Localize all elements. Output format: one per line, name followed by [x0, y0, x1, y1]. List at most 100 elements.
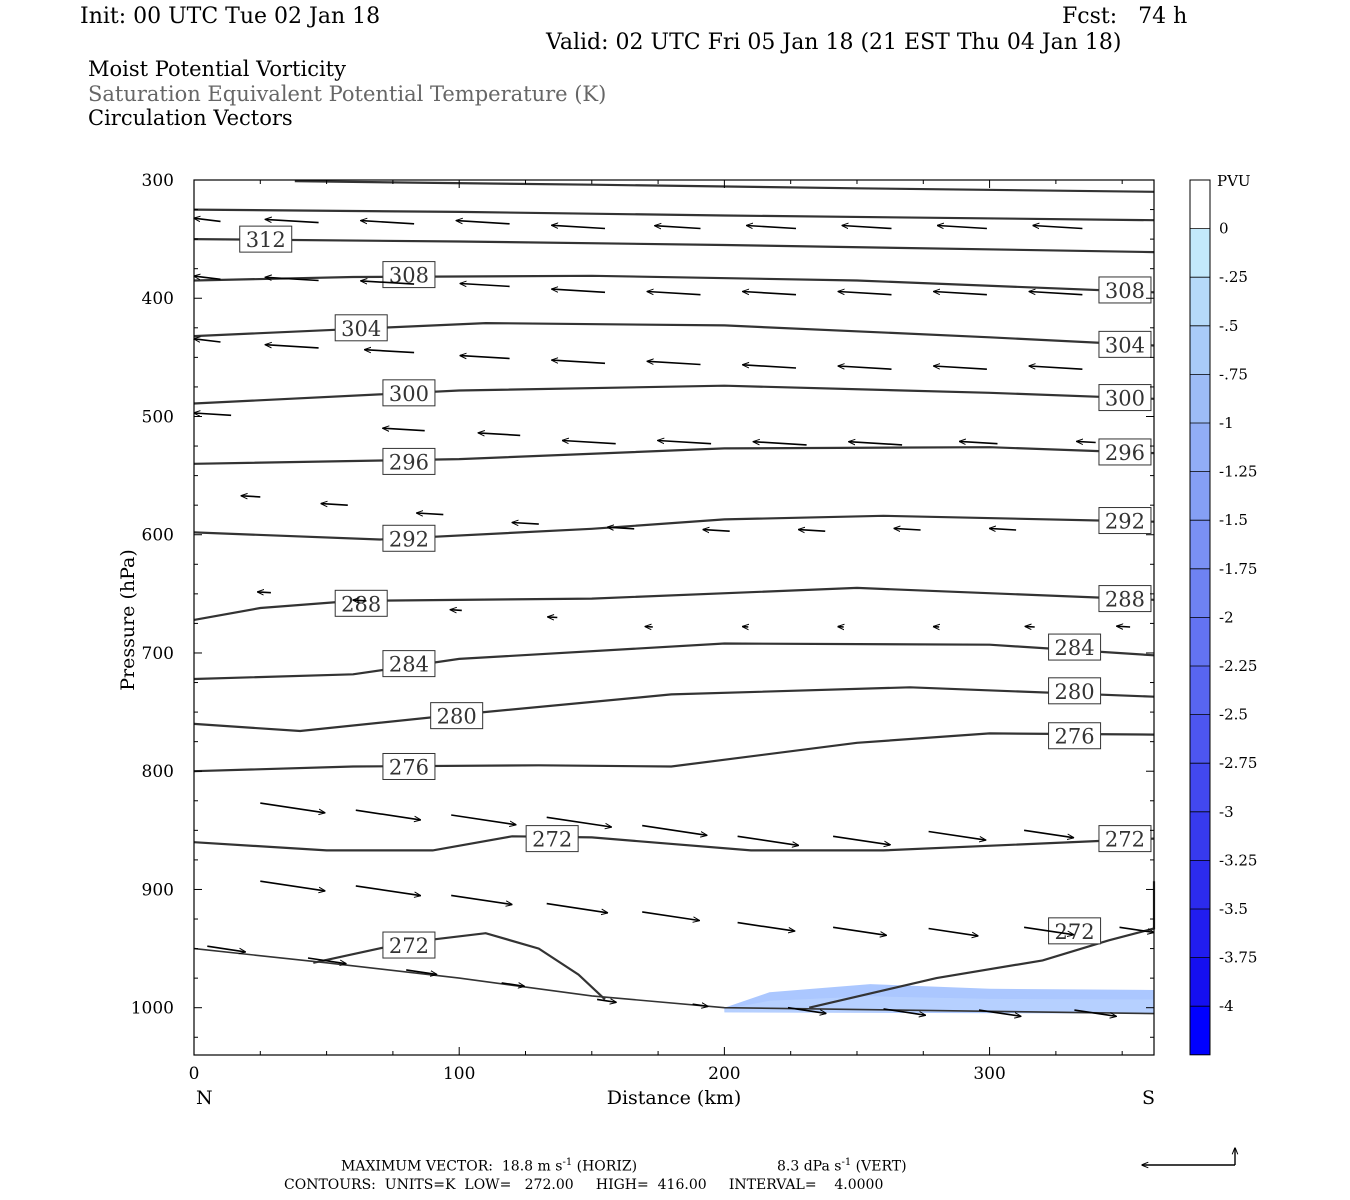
upper-vector-30	[194, 413, 232, 415]
contour-label-box	[1098, 825, 1152, 853]
contour-label-296: 296	[1105, 441, 1145, 465]
upper-vector-26	[743, 365, 797, 369]
field-title-theta-e: Saturation Equivalent Potential Temperat…	[88, 82, 607, 106]
upper-vector-47	[990, 528, 1017, 530]
max-vert-value: 8.3 dPa s	[777, 1158, 842, 1175]
upper-vector-17	[838, 292, 892, 296]
colorbar-swatch	[1190, 1006, 1210, 1055]
lower-vector-12	[546, 902, 608, 913]
lower-vector-14	[737, 921, 795, 932]
lower-vector-11	[451, 894, 512, 904]
colorbar-level-label: -1.75	[1219, 560, 1257, 578]
upper-vector-48	[258, 592, 271, 593]
upper-vector-8	[938, 226, 987, 230]
horiz-unit-exponent: -1	[562, 1157, 573, 1168]
upper-vector-51	[548, 617, 558, 618]
lower-vector-9	[260, 880, 325, 891]
x-axis-label: Distance (km)	[607, 1087, 742, 1109]
upper-vector-6	[747, 226, 797, 230]
lower-vector-4	[642, 824, 707, 836]
colorbar-level-label: -1	[1219, 414, 1234, 432]
lower-vector-8	[1023, 829, 1073, 837]
upper-vector-43	[608, 527, 635, 529]
colorbar-swatch	[1190, 860, 1210, 909]
contour-label-296: 296	[389, 450, 429, 474]
upper-vector-44	[703, 530, 730, 532]
lower-vector-13	[642, 911, 699, 921]
upper-vector-2	[361, 221, 415, 225]
colorbar-level-label: -2.25	[1219, 657, 1257, 675]
max-horiz-value: 18.8 m s	[501, 1158, 563, 1175]
colorbar-level-label: 0	[1219, 220, 1229, 238]
lower-vector-18	[1119, 926, 1154, 932]
colorbar-swatch	[1190, 957, 1210, 1007]
contour-label-288: 288	[1105, 588, 1145, 612]
contour-label-284: 284	[1055, 636, 1095, 660]
reference-vector-icon	[1142, 1148, 1235, 1165]
theta-e-contour-304-4	[193, 321, 1155, 347]
lower-vector-0	[260, 802, 325, 813]
contour-label-292: 292	[389, 527, 429, 551]
colorbar-swatch	[1190, 763, 1210, 812]
lower-vector-25	[787, 1006, 826, 1014]
upper-vector-49	[353, 600, 367, 601]
upper-vector-19	[1029, 292, 1083, 296]
y-axis-label: Pressure (hPa)	[117, 549, 139, 691]
upper-vector-40	[321, 504, 348, 506]
max-vert-line: 8.3 dPa s-1 (VERT)	[777, 1158, 907, 1174]
contour-label-box	[1098, 330, 1152, 358]
contour-label-box	[382, 524, 436, 552]
upper-vector-13	[460, 284, 510, 288]
y-tick-label: 600	[142, 526, 174, 546]
contour-label-box	[239, 225, 293, 253]
lower-vector-27	[978, 1009, 1021, 1016]
theta-e-contour-276-11	[193, 732, 1155, 773]
upper-vector-11	[265, 277, 319, 282]
contour-label-box	[1048, 722, 1102, 750]
contour-label-box	[382, 650, 436, 678]
y-tick-label: 1000	[131, 999, 174, 1019]
theta-e-contour-292-7	[193, 514, 1155, 541]
theta-e-contour-308-3	[193, 274, 1155, 294]
colorbar-level-label: -3	[1219, 803, 1234, 821]
contour-label-box	[430, 702, 484, 730]
contour-label-272: 272	[1055, 920, 1095, 944]
upper-vector-25	[647, 361, 701, 366]
max-vector-label: MAXIMUM VECTOR:	[341, 1158, 493, 1175]
upper-vector-12	[361, 281, 415, 285]
upper-vector-56	[1025, 626, 1035, 627]
contour-label-308: 308	[1105, 279, 1145, 303]
upper-vector-10	[194, 276, 221, 281]
upper-vector-38	[1077, 441, 1096, 442]
lower-vector-10	[355, 885, 421, 896]
colorbar-swatch	[1190, 568, 1210, 618]
colorbar-level-label: -4	[1219, 997, 1234, 1015]
colorbar-title: PVU	[1217, 172, 1251, 190]
upper-vector-46	[894, 528, 921, 530]
contour-label-box	[1098, 384, 1152, 412]
upper-vector-32	[478, 433, 521, 436]
contour-label-276: 276	[1055, 725, 1095, 749]
lower-vector-3	[546, 816, 612, 827]
contour-label-box	[1098, 507, 1152, 535]
y-tick-label: 400	[142, 289, 174, 309]
upper-vector-20	[194, 339, 221, 343]
upper-vector-39	[241, 496, 261, 497]
contour-label-284: 284	[389, 653, 429, 677]
upper-vector-4	[552, 225, 606, 230]
contour-label-box	[382, 931, 436, 959]
colorbar-swatch	[1190, 277, 1210, 326]
upper-vector-18	[934, 292, 987, 296]
contour-info-line: CONTOURS: UNITS=K LOW= 272.00 HIGH= 416.…	[284, 1177, 884, 1193]
forecast-hour-label: Fcst: 74 h	[1062, 4, 1188, 29]
contour-label-280: 280	[437, 705, 477, 729]
lower-vector-23	[596, 999, 616, 1002]
contour-label-280: 280	[1055, 680, 1095, 704]
upper-vector-23	[460, 356, 510, 360]
upper-vector-3	[456, 221, 510, 225]
init-time-label: Init: 00 UTC Tue 02 Jan 18	[80, 4, 381, 29]
contour-label-304: 304	[1105, 333, 1145, 357]
contour-label-288: 288	[341, 592, 381, 616]
upper-vector-1	[265, 219, 319, 224]
upper-vector-42	[512, 523, 539, 525]
